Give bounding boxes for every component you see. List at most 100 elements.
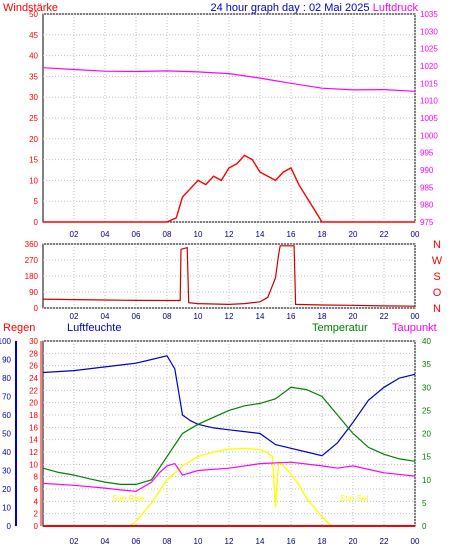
temperature-tick-label: 20 xyxy=(422,430,431,439)
rain-tick-label: 16 xyxy=(29,423,38,432)
pressure-tick-label: 985 xyxy=(420,183,434,192)
humidity-tick-label: 90 xyxy=(2,356,11,365)
weather-x-tick-label: 06 xyxy=(132,537,141,546)
wind-axis-title: Windstärke xyxy=(3,2,58,14)
weather-x-tick-label: 14 xyxy=(256,537,265,546)
humidity-tick-label: 60 xyxy=(2,411,11,420)
direction-x-tick-label: 04 xyxy=(101,312,110,321)
pressure-axis-title: Luftdruck xyxy=(373,2,419,14)
weather-x-tick-label: 00 xyxy=(411,537,420,546)
rain-tick-label: 10 xyxy=(29,460,38,469)
pressure-tick-label: 980 xyxy=(420,201,434,210)
pressure-tick-label: 975 xyxy=(420,218,434,227)
weather-x-tick-label: 12 xyxy=(225,537,234,546)
temperature-tick-label: 30 xyxy=(422,383,431,392)
rain-tick-label: 8 xyxy=(34,473,39,482)
pressure-tick-label: 995 xyxy=(420,149,434,158)
direction-x-tick-label: 22 xyxy=(380,312,389,321)
wind-tick-label: 10 xyxy=(29,176,38,185)
humidity-tick-label: 70 xyxy=(2,393,11,402)
rain-tick-label: 2 xyxy=(34,510,39,519)
wind-tick-label: 35 xyxy=(29,72,38,81)
wind-tick-label: 15 xyxy=(29,156,38,165)
humidity-series-line xyxy=(42,355,416,457)
humidity-axis-title: Luftfeuchte xyxy=(67,322,121,334)
wind-x-tick-label: 12 xyxy=(225,230,234,239)
weather-x-tick-label: 04 xyxy=(101,537,110,546)
rain-tick-label: 6 xyxy=(34,485,39,494)
temperature-axis-title: Temperatur xyxy=(312,322,368,334)
rain-tick-label: 18 xyxy=(29,411,38,420)
chart-title: 24 hour graph day : 02 Mai 2025 xyxy=(210,2,369,14)
direction-tick-label: 270 xyxy=(25,256,39,265)
weather-x-tick-label: 16 xyxy=(287,537,296,546)
pressure-series-line xyxy=(42,67,416,92)
dewpoint-axis-title: Taupunkt xyxy=(392,322,437,334)
direction-x-tick-label: 16 xyxy=(287,312,296,321)
direction-x-tick-label: 02 xyxy=(70,312,79,321)
wind-x-tick-label: 16 xyxy=(287,230,296,239)
temperature-tick-label: 15 xyxy=(422,453,431,462)
sun-rise-label: Sun Rise xyxy=(112,494,145,503)
rain-tick-label: 30 xyxy=(29,337,38,346)
pressure-tick-label: 1005 xyxy=(420,114,438,123)
weather-x-tick-label: 20 xyxy=(349,537,358,546)
direction-tick-label: 90 xyxy=(29,288,38,297)
wind-x-tick-label: 10 xyxy=(194,230,203,239)
rain-tick-label: 14 xyxy=(29,436,38,445)
weather-x-tick-label: 22 xyxy=(380,537,389,546)
wind-tick-label: 45 xyxy=(29,31,38,40)
direction-tick-label: 360 xyxy=(25,240,39,249)
direction-tick-label: 0 xyxy=(34,304,39,313)
temperature-tick-label: 25 xyxy=(422,406,431,415)
wind-x-tick-label: 00 xyxy=(411,230,420,239)
rain-tick-label: 22 xyxy=(29,386,38,395)
weather-panel: 0102030405060708090100024681012141618202… xyxy=(0,337,431,546)
wind-x-tick-label: 22 xyxy=(380,230,389,239)
humidity-tick-label: 10 xyxy=(2,504,11,513)
direction-x-tick-label: 08 xyxy=(163,312,172,321)
direction-x-tick-label: 18 xyxy=(318,312,327,321)
sun-set-label: Sun Set xyxy=(340,494,369,503)
wind-x-tick-label: 18 xyxy=(318,230,327,239)
weather-x-tick-label: 02 xyxy=(70,537,79,546)
direction-x-tick-label: 20 xyxy=(349,312,358,321)
weather-x-tick-label: 08 xyxy=(163,537,172,546)
rain-tick-label: 26 xyxy=(29,362,38,371)
weather-x-tick-label: 18 xyxy=(318,537,327,546)
temperature-series-line xyxy=(42,386,416,485)
weather-x-tick-label: 10 xyxy=(194,537,203,546)
compass-label: W xyxy=(432,255,443,267)
humidity-tick-label: 0 xyxy=(7,522,12,531)
rain-tick-label: 4 xyxy=(34,497,39,506)
compass-label: O xyxy=(433,287,442,299)
compass-label: S xyxy=(433,271,440,283)
wind-x-tick-label: 14 xyxy=(256,230,265,239)
pressure-tick-label: 1020 xyxy=(420,62,438,71)
wind-tick-label: 0 xyxy=(34,218,39,227)
compass-label: N xyxy=(433,239,441,251)
pressure-tick-label: 1010 xyxy=(420,97,438,106)
direction-x-tick-label: 06 xyxy=(132,312,141,321)
wind-tick-label: 50 xyxy=(29,10,38,19)
rain-tick-label: 0 xyxy=(34,522,39,531)
wind-series-line xyxy=(43,154,415,223)
wind-x-tick-label: 04 xyxy=(101,230,110,239)
pressure-tick-label: 1015 xyxy=(420,79,438,88)
pressure-tick-label: 1025 xyxy=(420,45,438,54)
temperature-tick-label: 5 xyxy=(422,499,427,508)
wind-x-tick-label: 06 xyxy=(132,230,141,239)
temperature-tick-label: 35 xyxy=(422,360,431,369)
rain-tick-label: 12 xyxy=(29,448,38,457)
wind-x-tick-label: 20 xyxy=(349,230,358,239)
wind-tick-label: 25 xyxy=(29,114,38,123)
wind-tick-label: 5 xyxy=(34,197,39,206)
humidity-tick-label: 30 xyxy=(2,467,11,476)
humidity-tick-label: 20 xyxy=(2,485,11,494)
wind-tick-label: 40 xyxy=(29,52,38,61)
direction-x-tick-label: 12 xyxy=(225,312,234,321)
compass-label: N xyxy=(433,303,441,315)
